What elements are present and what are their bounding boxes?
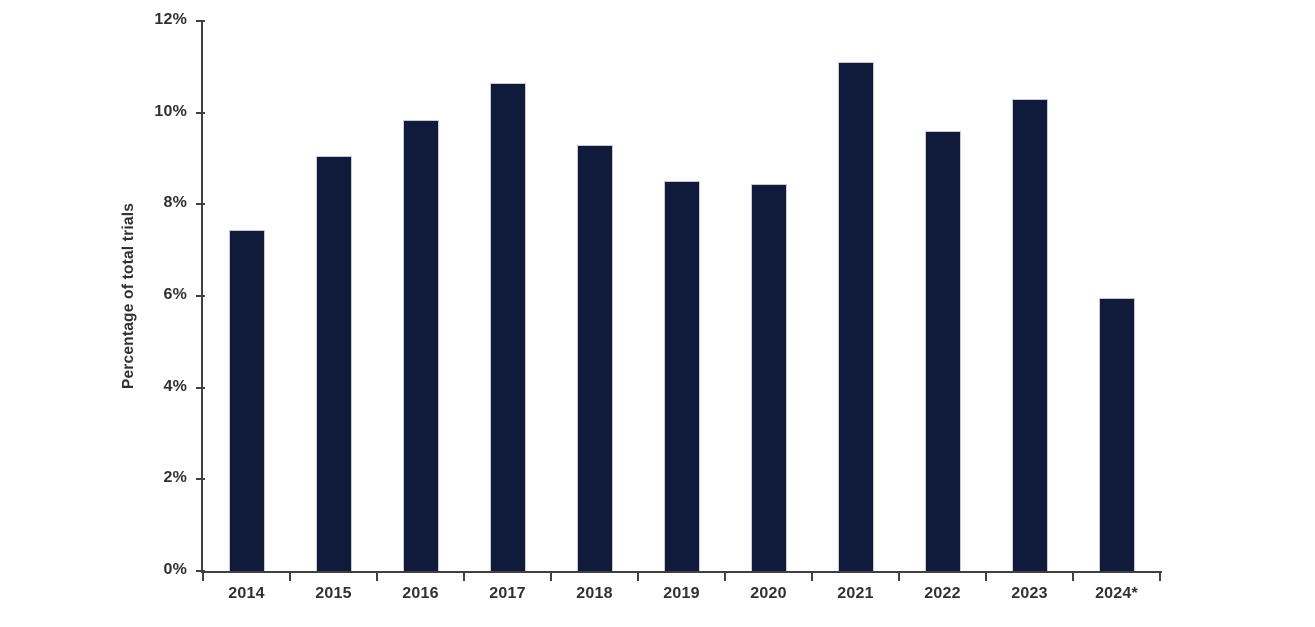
x-tick-label: 2019 bbox=[663, 585, 700, 602]
bar-2024* bbox=[1098, 298, 1135, 571]
x-tick-mark bbox=[550, 573, 552, 581]
y-tick-mark bbox=[196, 295, 205, 297]
bar-2021 bbox=[837, 62, 874, 571]
x-tick-mark bbox=[376, 573, 378, 581]
y-tick-mark bbox=[196, 20, 205, 22]
x-tick-label: 2018 bbox=[576, 585, 613, 602]
x-tick-mark bbox=[1159, 573, 1161, 581]
y-tick-label: 6% bbox=[163, 286, 187, 303]
bar-2014 bbox=[228, 229, 265, 571]
x-tick-label: 2015 bbox=[315, 585, 352, 602]
x-tick-mark bbox=[1072, 573, 1074, 581]
y-tick-label: 2% bbox=[163, 469, 187, 487]
x-tick-mark bbox=[898, 573, 900, 581]
bar-2020 bbox=[750, 183, 787, 571]
x-tick-label: 2022 bbox=[924, 585, 961, 602]
bar-2015 bbox=[315, 156, 352, 571]
x-tick-label: 2017 bbox=[489, 585, 526, 602]
y-tick-mark bbox=[196, 478, 205, 481]
x-tick-mark bbox=[985, 573, 987, 581]
x-tick-label: 2016 bbox=[402, 585, 439, 602]
y-tick-mark bbox=[196, 570, 205, 572]
bar-2023 bbox=[1011, 98, 1048, 571]
x-tick-label: 2014 bbox=[228, 585, 265, 602]
bar-2018 bbox=[576, 144, 613, 571]
bar-2016 bbox=[402, 119, 439, 571]
x-tick-mark bbox=[463, 573, 465, 581]
plot-area bbox=[201, 21, 1162, 573]
y-tick-mark bbox=[196, 111, 205, 114]
x-tick-label: 2020 bbox=[750, 585, 787, 602]
x-tick-label: 2024* bbox=[1095, 585, 1138, 602]
bar-2017 bbox=[489, 82, 526, 571]
x-tick-mark bbox=[637, 573, 639, 581]
x-tick-mark bbox=[724, 573, 726, 581]
y-tick-mark bbox=[196, 386, 205, 389]
y-tick-label: 8% bbox=[163, 194, 187, 212]
x-tick-mark bbox=[289, 573, 291, 581]
y-tick-label: 4% bbox=[163, 377, 187, 395]
x-tick-mark bbox=[202, 573, 204, 581]
x-tick-label: 2023 bbox=[1011, 585, 1048, 602]
bar-2019 bbox=[663, 181, 700, 571]
y-tick-label: 10% bbox=[154, 102, 187, 120]
y-tick-label: 0% bbox=[163, 561, 187, 578]
y-tick-label: 12% bbox=[154, 11, 187, 28]
y-tick-mark bbox=[196, 203, 205, 206]
x-tick-mark bbox=[811, 573, 813, 581]
bar-2022 bbox=[924, 131, 961, 571]
x-tick-label: 2021 bbox=[837, 585, 874, 602]
